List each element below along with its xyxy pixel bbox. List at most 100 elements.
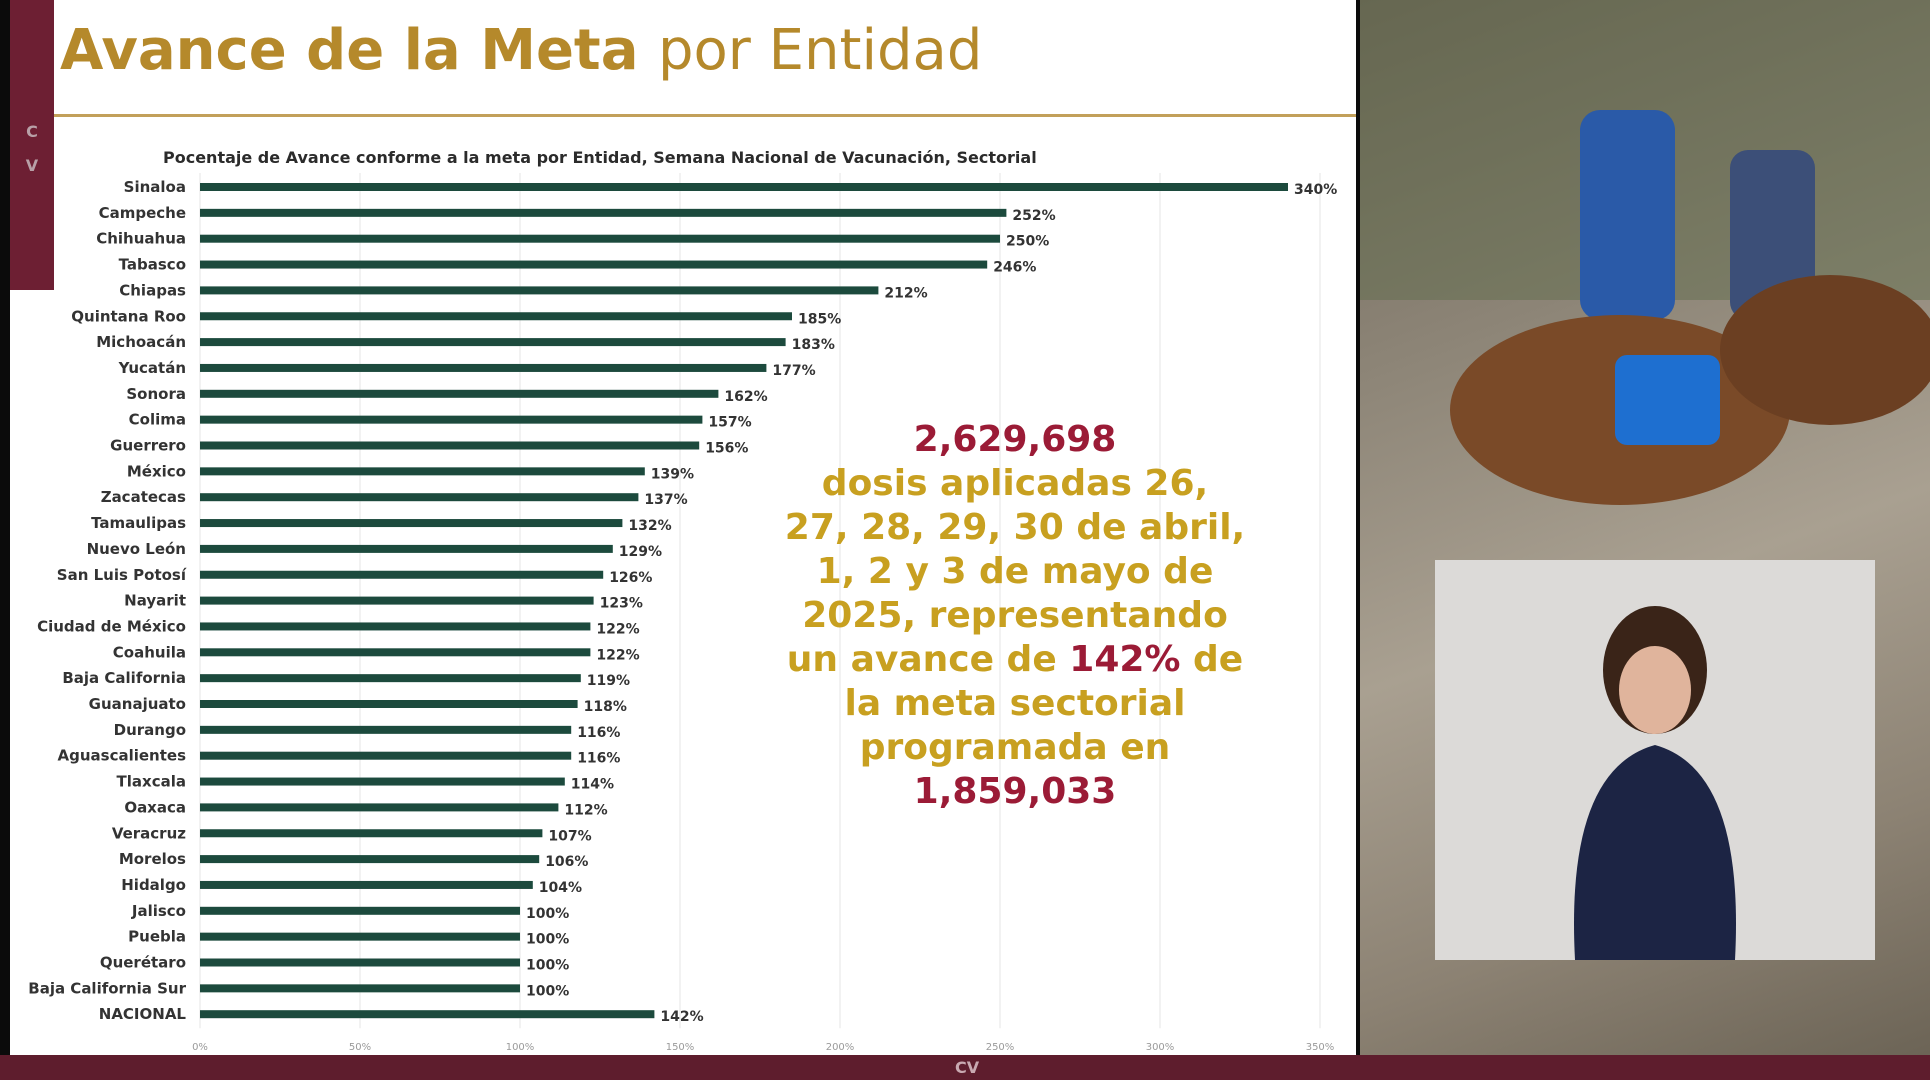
x-tick-label: 150% bbox=[666, 1042, 695, 1053]
bar bbox=[200, 700, 578, 708]
x-tick-label: 250% bbox=[986, 1042, 1015, 1053]
category-label: Baja California bbox=[62, 669, 186, 687]
category-label: Guanajuato bbox=[89, 695, 186, 713]
data-label: 137% bbox=[644, 492, 687, 508]
callout-line: 27, 28, 29, 30 de abril, bbox=[784, 507, 1246, 548]
callout-text: de bbox=[1180, 639, 1244, 680]
callout-line: 1, 2 y 3 de mayo de bbox=[816, 551, 1214, 592]
category-label: Michoacán bbox=[96, 333, 186, 351]
bar bbox=[200, 1010, 655, 1019]
category-label: Sonora bbox=[126, 385, 186, 403]
category-label: Zacatecas bbox=[101, 488, 186, 506]
category-label: Aguascalientes bbox=[58, 747, 187, 765]
bar bbox=[200, 260, 988, 269]
data-label: 106% bbox=[545, 854, 588, 870]
bar bbox=[200, 519, 623, 528]
data-label: 100% bbox=[526, 983, 569, 999]
callout-percent: 142% bbox=[1069, 639, 1181, 680]
bar bbox=[200, 441, 700, 450]
data-label: 116% bbox=[577, 751, 620, 767]
data-label: 107% bbox=[548, 828, 591, 844]
category-label: México bbox=[127, 462, 186, 480]
category-label: Tabasco bbox=[119, 256, 186, 274]
category-label: Querétaro bbox=[100, 954, 186, 972]
x-tick-label: 350% bbox=[1306, 1042, 1335, 1053]
category-label: Baja California Sur bbox=[28, 979, 186, 997]
x-tick-label: 100% bbox=[506, 1042, 535, 1053]
category-label: Oaxaca bbox=[124, 798, 186, 816]
bar bbox=[200, 958, 520, 967]
data-label: 116% bbox=[577, 725, 620, 741]
bar bbox=[200, 777, 565, 786]
category-label: Quintana Roo bbox=[71, 307, 186, 325]
left-accent-bar: C V bbox=[10, 0, 54, 290]
bar bbox=[200, 803, 559, 812]
data-label: 212% bbox=[884, 285, 927, 301]
bottom-bar: CV bbox=[0, 1055, 1930, 1080]
callout-text: un avance de bbox=[786, 639, 1070, 680]
category-label: Sinaloa bbox=[124, 178, 186, 196]
callout-line: 2025, representando bbox=[802, 595, 1228, 636]
bar-chart: 0% 50% 100% 150% 200% 250% 300% 350% Sinaloa 340%… bbox=[28, 173, 1337, 1053]
data-label: 132% bbox=[628, 518, 671, 534]
bar bbox=[200, 751, 572, 760]
bar bbox=[200, 984, 520, 993]
category-label: Chihuahua bbox=[96, 230, 186, 248]
category-label: Colima bbox=[129, 411, 186, 429]
page-title: Avance de la Meta por Entidad bbox=[60, 18, 982, 83]
category-label: Puebla bbox=[128, 928, 186, 946]
category-label: Campeche bbox=[99, 204, 186, 222]
accent-letter: V bbox=[25, 156, 39, 175]
video-placeholder-graphic bbox=[1360, 0, 1930, 960]
category-label: Tlaxcala bbox=[117, 773, 186, 791]
bar bbox=[200, 467, 645, 476]
data-label: 156% bbox=[705, 441, 748, 457]
data-label: 129% bbox=[619, 544, 662, 560]
x-tick-label: 200% bbox=[826, 1042, 855, 1053]
data-label: 100% bbox=[526, 958, 569, 974]
bar bbox=[200, 932, 520, 941]
category-label: Hidalgo bbox=[121, 876, 186, 894]
data-label: 139% bbox=[651, 466, 694, 482]
slide: C V Avance de la Meta por Entidad Pocent… bbox=[10, 0, 1356, 1055]
category-label: Morelos bbox=[119, 850, 186, 868]
data-label: 118% bbox=[584, 699, 627, 715]
bar bbox=[200, 493, 639, 502]
data-label: 122% bbox=[596, 647, 639, 663]
category-label: Yucatán bbox=[118, 359, 186, 377]
data-label: 122% bbox=[596, 621, 639, 637]
callout-doses-total: 2,629,698 bbox=[913, 419, 1117, 460]
callout-line: un avance de 142% de bbox=[780, 638, 1250, 682]
data-label: 177% bbox=[772, 363, 815, 379]
category-label: Tamaulipas bbox=[91, 514, 186, 532]
bar bbox=[200, 363, 767, 372]
title-divider bbox=[54, 114, 1356, 117]
bar bbox=[200, 415, 703, 424]
bar bbox=[200, 880, 533, 889]
callout-line: la meta sectorial bbox=[844, 683, 1186, 724]
data-label: 100% bbox=[526, 932, 569, 948]
category-label: Nuevo León bbox=[87, 540, 186, 558]
bar bbox=[200, 208, 1007, 217]
data-label: 126% bbox=[609, 570, 652, 586]
data-label: 114% bbox=[571, 777, 614, 793]
bar bbox=[200, 183, 1288, 191]
bar bbox=[200, 596, 594, 605]
video-feed-panel bbox=[1360, 0, 1930, 1055]
x-tick-label: 0% bbox=[192, 1042, 208, 1053]
data-label: 340% bbox=[1294, 182, 1337, 198]
data-label: 119% bbox=[587, 673, 630, 689]
bar bbox=[200, 622, 591, 631]
bar bbox=[200, 725, 572, 734]
data-label: 183% bbox=[792, 337, 835, 353]
bar bbox=[200, 674, 581, 683]
category-label: Veracruz bbox=[112, 824, 186, 842]
data-label: 112% bbox=[564, 802, 607, 818]
category-label: Coahuila bbox=[113, 643, 186, 661]
title-bold: Avance de la Meta bbox=[60, 18, 639, 83]
data-label: 246% bbox=[993, 260, 1036, 276]
bar bbox=[200, 906, 520, 915]
callout-line: programada en bbox=[859, 727, 1171, 768]
bar bbox=[200, 570, 604, 579]
x-tick-label: 50% bbox=[349, 1042, 371, 1053]
